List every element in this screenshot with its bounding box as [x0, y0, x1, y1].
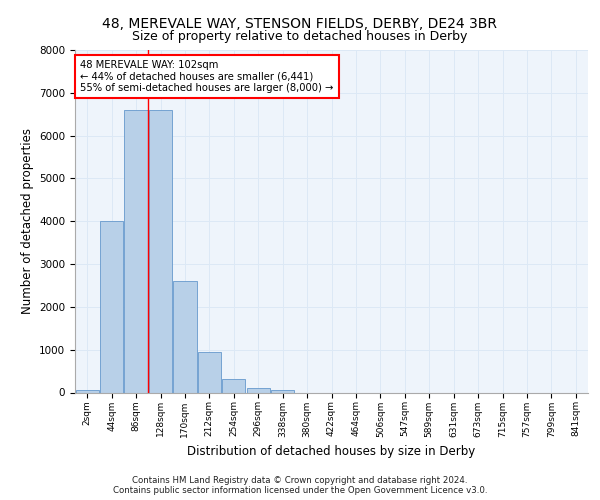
Bar [173, 281, 197, 392]
Bar [271, 390, 294, 392]
Text: Contains HM Land Registry data © Crown copyright and database right 2024.: Contains HM Land Registry data © Crown c… [132, 476, 468, 485]
Bar [247, 388, 270, 392]
Bar [149, 110, 172, 393]
Text: 48 MEREVALE WAY: 102sqm
← 44% of detached houses are smaller (6,441)
55% of semi: 48 MEREVALE WAY: 102sqm ← 44% of detache… [80, 60, 334, 94]
Text: Size of property relative to detached houses in Derby: Size of property relative to detached ho… [133, 30, 467, 43]
Text: 48, MEREVALE WAY, STENSON FIELDS, DERBY, DE24 3BR: 48, MEREVALE WAY, STENSON FIELDS, DERBY,… [103, 18, 497, 32]
Bar [100, 221, 123, 392]
Bar [124, 110, 148, 393]
X-axis label: Distribution of detached houses by size in Derby: Distribution of detached houses by size … [187, 445, 476, 458]
Bar [76, 390, 99, 392]
Text: Contains public sector information licensed under the Open Government Licence v3: Contains public sector information licen… [113, 486, 487, 495]
Bar [198, 352, 221, 393]
Y-axis label: Number of detached properties: Number of detached properties [20, 128, 34, 314]
Bar [222, 379, 245, 392]
